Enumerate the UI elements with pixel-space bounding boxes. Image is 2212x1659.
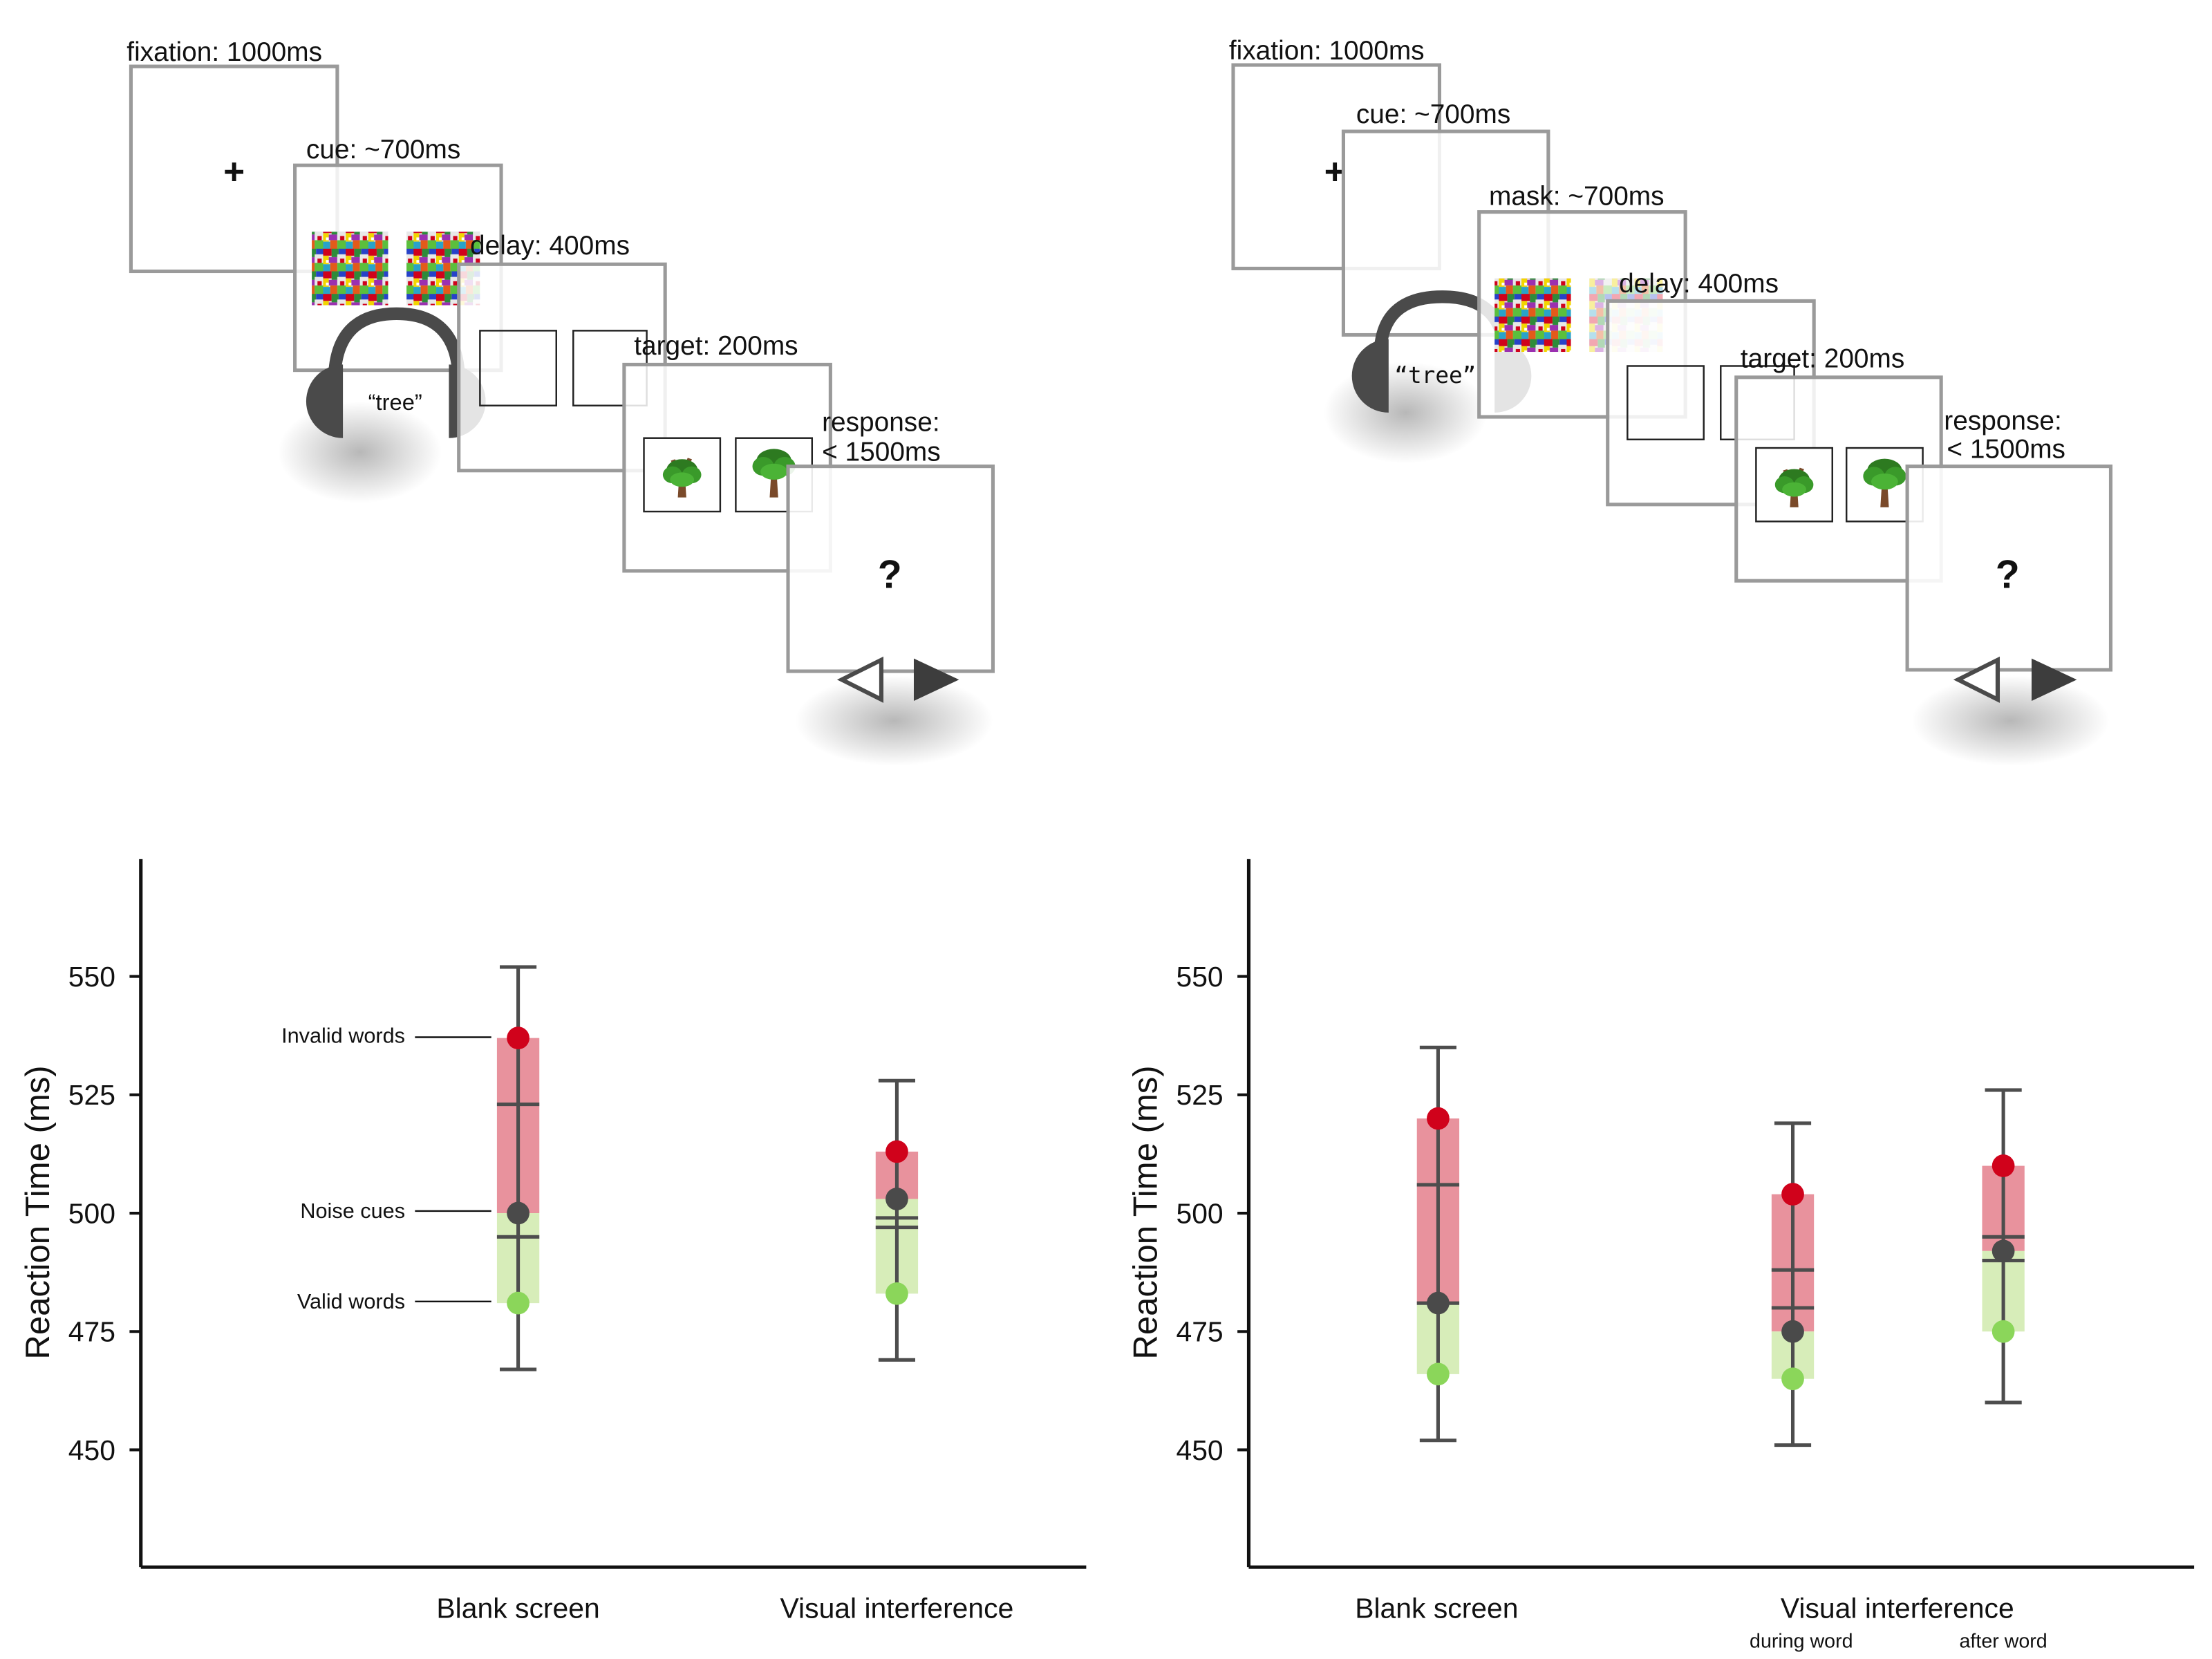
invalid-words-point bbox=[1781, 1183, 1804, 1206]
fixation-cross: + bbox=[223, 151, 245, 192]
reaction-time-chart-right: Reaction Time (ms) 450 475 500 525 550 Blank… bbox=[1127, 859, 2195, 1653]
cue-label: cue: ~700ms bbox=[306, 135, 460, 165]
reaction-time-chart-left: Reaction Time (ms) 450 475 500 525 550 Inval… bbox=[19, 859, 1087, 1624]
invalid-words-point bbox=[1991, 1154, 2015, 1177]
invalid-words-point bbox=[885, 1140, 908, 1163]
placeholder-square-left bbox=[479, 330, 557, 406]
fixation-label: fixation: 1000ms bbox=[126, 37, 322, 67]
annotation-noise-cues-label: Noise cues bbox=[300, 1199, 405, 1223]
invalid-words-point bbox=[1427, 1107, 1450, 1130]
noise-cues-point bbox=[1991, 1239, 2015, 1263]
annotation-noise-cues: Noise cues bbox=[300, 1199, 491, 1223]
noise-cues-point bbox=[1427, 1291, 1450, 1315]
x-category-label: Visual interference bbox=[780, 1593, 1014, 1624]
noise-cues-point bbox=[507, 1201, 529, 1225]
y-tick-label: 500 bbox=[68, 1197, 115, 1229]
y-tick-label: 450 bbox=[68, 1434, 115, 1466]
left-arrow-key-icon bbox=[836, 656, 884, 703]
right-arrow-key-icon bbox=[2032, 658, 2077, 701]
tree-icon bbox=[662, 458, 702, 498]
category-marks bbox=[1982, 1088, 2025, 1405]
y-tick-label: 450 bbox=[1176, 1434, 1223, 1466]
fixation-label: fixation: 1000ms bbox=[1229, 36, 1425, 66]
annotation-invalid-words: Invalid words bbox=[281, 1024, 491, 1048]
audio-word: “tree” bbox=[1394, 362, 1476, 388]
annotation-valid-words-label: Valid words bbox=[297, 1290, 405, 1313]
response-frame: response: < 1500ms ? bbox=[1905, 406, 2113, 767]
left-trial-diagram: fixation: 1000ms + cue: ~700ms “tree” de… bbox=[126, 37, 995, 767]
y-tick-label: 525 bbox=[68, 1079, 115, 1111]
response-frame: response: < 1500ms ? bbox=[786, 408, 995, 767]
delay-label: delay: 400ms bbox=[1619, 269, 1779, 299]
response-label-line1: response: bbox=[1944, 406, 2062, 435]
valid-words-point bbox=[1427, 1362, 1450, 1386]
x-category-label: Blank screen bbox=[436, 1593, 599, 1624]
tree-icon bbox=[1863, 458, 1906, 507]
delay-label: delay: 400ms bbox=[470, 231, 630, 261]
x-category-label: Blank screen bbox=[1355, 1593, 1518, 1624]
y-tick-label: 550 bbox=[1176, 961, 1223, 993]
x-subcategory-label: after word bbox=[1960, 1631, 2047, 1653]
noise-cue-left bbox=[312, 232, 388, 306]
valid-words-point bbox=[507, 1291, 529, 1315]
mask-label: mask: ~700ms bbox=[1489, 181, 1665, 211]
target-label: target: 200ms bbox=[1741, 344, 1904, 374]
y-tick-label: 500 bbox=[1176, 1197, 1223, 1229]
annotation-invalid-words-label: Invalid words bbox=[281, 1024, 405, 1048]
valid-words-point bbox=[885, 1282, 908, 1305]
category-marks bbox=[496, 965, 540, 1371]
y-axis-label: Reaction Time (ms) bbox=[19, 1065, 57, 1359]
placeholder-square-left bbox=[1627, 365, 1705, 441]
right-arrow-key-icon bbox=[913, 658, 959, 701]
y-tick-label: 550 bbox=[68, 961, 115, 993]
tree-icon bbox=[1774, 467, 1814, 507]
x-subcategory-label: during word bbox=[1750, 1631, 1853, 1653]
response-label-line2: < 1500ms bbox=[1947, 434, 2065, 464]
right-trial-diagram: fixation: 1000ms + cue: ~700ms “tree” ma… bbox=[1229, 36, 2113, 767]
y-tick-label: 475 bbox=[68, 1316, 115, 1348]
valid-words-point bbox=[1991, 1320, 2015, 1343]
noise-cues-point bbox=[1781, 1320, 1804, 1343]
response-label-line1: response: bbox=[822, 408, 940, 438]
response-question-mark: ? bbox=[878, 552, 902, 597]
y-axis-label: Reaction Time (ms) bbox=[1127, 1065, 1165, 1359]
response-question-mark: ? bbox=[1996, 552, 2020, 597]
x-group-label: Visual interference bbox=[1781, 1593, 2014, 1624]
tree-icon bbox=[752, 449, 796, 498]
audio-word: “tree” bbox=[368, 389, 422, 415]
noise-mask-left bbox=[1494, 278, 1571, 353]
response-label-line2: < 1500ms bbox=[822, 437, 941, 467]
y-tick-label: 475 bbox=[1176, 1316, 1223, 1348]
category-marks bbox=[1416, 1045, 1460, 1443]
invalid-words-point bbox=[507, 1027, 529, 1049]
category-marks bbox=[1771, 1121, 1815, 1447]
category-marks bbox=[875, 1078, 919, 1362]
annotation-valid-words: Valid words bbox=[297, 1290, 491, 1313]
target-label: target: 200ms bbox=[634, 331, 798, 361]
left-arrow-key-icon bbox=[1953, 656, 2000, 703]
noise-cues-point bbox=[885, 1188, 908, 1210]
cue-label: cue: ~700ms bbox=[1356, 100, 1510, 129]
y-tick-label: 525 bbox=[1176, 1079, 1223, 1111]
valid-words-point bbox=[1781, 1367, 1804, 1391]
